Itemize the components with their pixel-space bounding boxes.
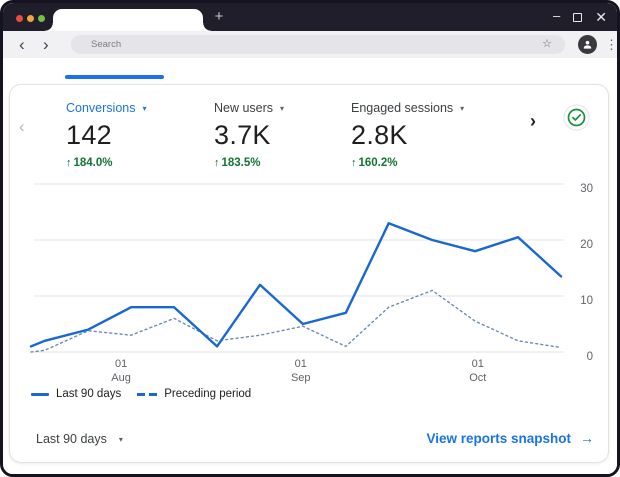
carousel-scroll-indicator [65, 75, 164, 79]
browser-menu-icon[interactable]: ⋮ [605, 37, 618, 52]
axis-tick-label: 20 [580, 239, 593, 251]
metric-conversions: Conversions ▾ 142 ↑ 184.0% [66, 101, 147, 169]
maximize-icon[interactable] [573, 12, 583, 22]
chevron-down-icon: ▾ [460, 104, 465, 113]
trend-chart-svg: 0 10 20 30 01 Aug 01 Sep 01 Oct [29, 183, 593, 384]
browser-tab[interactable] [45, 9, 211, 31]
check-circle-icon [567, 108, 586, 127]
address-bar[interactable]: Search ☆ [71, 35, 565, 54]
metric-engaged-sessions: Engaged sessions ▾ 2.8K ↑ 160.2% [351, 101, 464, 169]
series-line-last-90-days [29, 221, 563, 348]
axis-tick-label: 30 [580, 183, 593, 195]
minimize-traffic-light[interactable] [27, 15, 34, 22]
axis-tick-label: 01 [295, 358, 307, 370]
profile-avatar[interactable] [578, 35, 597, 54]
axis-tick-label: 01 [115, 358, 127, 370]
arrow-up-icon: ↑ [214, 157, 220, 169]
arrow-up-icon: ↑ [351, 157, 357, 169]
bookmark-star-icon[interactable]: ☆ [542, 38, 552, 50]
metrics-overview-card: ‹ › Conversions ▾ 142 ↑ 184.0% New us [9, 84, 609, 463]
metric-selector-new-users[interactable]: New users ▾ [214, 101, 285, 115]
arrow-right-icon: → [580, 430, 594, 446]
metric-selector-engaged-sessions[interactable]: Engaged sessions ▾ [351, 101, 465, 115]
axis-tick-label: Sep [291, 372, 311, 384]
metric-delta: ↑ 160.2% [351, 157, 398, 169]
series-line-preceding-period [30, 289, 562, 353]
chevron-down-icon: ▾ [142, 104, 147, 113]
axis-tick-label: Oct [469, 372, 486, 384]
axis-tick-label: 0 [587, 351, 593, 363]
new-tab-button[interactable]: + [214, 8, 224, 25]
browser-toolbar: ‹ › Search ☆ ⋮ [3, 31, 617, 58]
date-range-dropdown[interactable]: Last 90 days ▾ [36, 432, 123, 446]
person-icon [583, 40, 592, 49]
chart-legend: Last 90 days Preceding period [31, 388, 251, 400]
axis-tick-label: Aug [111, 372, 131, 384]
forward-icon[interactable]: › [43, 35, 49, 54]
minimize-icon[interactable]: – [553, 7, 561, 23]
trend-chart: 0 10 20 30 01 Aug 01 Sep 01 Oct [10, 85, 610, 385]
dashed-line-swatch-icon [137, 392, 158, 396]
legend-item-preceding-period: Preceding period [137, 388, 251, 400]
axis-tick-label: 10 [580, 295, 593, 307]
window-controls: – ✕ [553, 3, 607, 31]
axis-tick-label: 01 [472, 358, 484, 370]
page-content: ‹ › Conversions ▾ 142 ↑ 184.0% New us [3, 58, 617, 474]
check-mark-icon [572, 114, 582, 121]
metric-value: 142 [66, 120, 112, 150]
chevron-down-icon: ▾ [118, 434, 123, 444]
metric-delta: ↑ 184.0% [66, 157, 113, 169]
metric-value: 2.8K [351, 120, 408, 150]
chevron-down-icon: ▾ [280, 104, 285, 113]
close-icon[interactable]: ✕ [595, 9, 607, 25]
zoom-traffic-light[interactable] [38, 15, 45, 22]
metric-value: 3.7K [214, 120, 271, 150]
metric-delta: ↑ 183.5% [214, 157, 261, 169]
view-reports-snapshot-link[interactable]: View reports snapshot → [426, 430, 594, 446]
metric-selector-conversions[interactable]: Conversions ▾ [66, 101, 147, 115]
back-icon[interactable]: ‹ [19, 35, 25, 54]
traffic-lights [16, 15, 45, 22]
close-traffic-light[interactable] [16, 15, 23, 22]
carousel-prev-icon[interactable]: ‹ [19, 117, 25, 136]
solid-line-swatch-icon [31, 392, 49, 396]
arrow-up-icon: ↑ [66, 157, 72, 169]
title-bar: + – ✕ [3, 3, 617, 31]
legend-item-last-90-days: Last 90 days [31, 388, 121, 400]
insights-check-badge[interactable] [563, 104, 590, 131]
address-bar-placeholder: Search [91, 39, 122, 50]
carousel-next-icon[interactable]: › [530, 111, 536, 131]
metric-new-users: New users ▾ 3.7K ↑ 183.5% [214, 101, 284, 169]
